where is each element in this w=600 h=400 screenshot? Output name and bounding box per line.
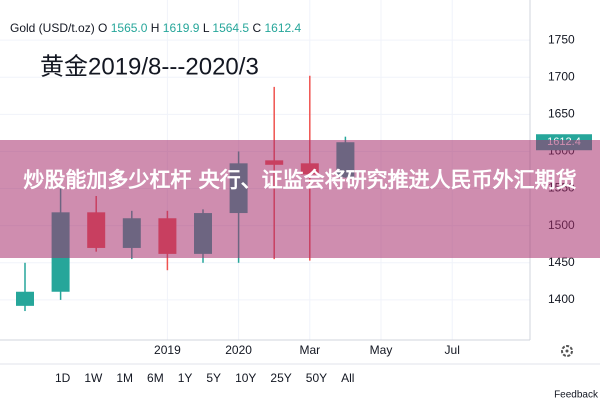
ohlc-value: 1565.0 [111, 21, 148, 35]
y-tick-label: 1750 [548, 32, 575, 46]
y-tick-label: 1650 [548, 106, 575, 120]
feedback[interactable]: Feedback [554, 390, 599, 400]
range-button[interactable]: 10Y [235, 371, 256, 385]
candle-body [16, 291, 34, 306]
y-tick-label: 1400 [548, 292, 575, 306]
x-tick-label: 2019 [154, 343, 181, 357]
y-tick-label: 1450 [548, 255, 575, 269]
symbol: Gold (USD/t.oz) [10, 21, 95, 35]
range-button[interactable]: All [341, 371, 354, 385]
annotation: 黄金2019/8---2020/3 [40, 53, 259, 80]
ohlc-value: 1564.5 [212, 21, 249, 35]
range-button[interactable]: 25Y [270, 371, 291, 385]
ohlc-value: 1612.4 [264, 21, 301, 35]
range-button[interactable]: 1Y [178, 371, 193, 385]
x-tick-label: Jul [445, 343, 460, 357]
range-button[interactable]: 1W [84, 371, 103, 385]
x-tick-label: 2020 [225, 343, 252, 357]
settings-icon[interactable] [561, 345, 573, 357]
ohlc-key: O [98, 21, 107, 35]
ohlc-key: C [252, 21, 261, 35]
overlay-box: 炒股能加多少杠杆 央行、证监会将研究推进人民币外汇期货 [23, 168, 577, 192]
ohlc-key: L [203, 21, 210, 35]
ohlc-key: H [151, 21, 160, 35]
range-button[interactable]: 5Y [206, 371, 221, 385]
overlay-text: 炒股能加多少杠杆 央行、证监会将研究推进人民币外汇期货 [23, 168, 577, 192]
header: Gold (USD/t.oz) O 1565.0 H 1619.9 L 1564… [10, 21, 301, 35]
range-button[interactable]: 50Y [306, 371, 327, 385]
x-tick-label: May [370, 343, 393, 357]
y-tick-label: 1700 [548, 69, 575, 83]
range-button[interactable]: 6M [147, 371, 164, 385]
range-bar: 1D 1W 1M 6M 1Y 5Y 10Y 25Y 50Y All [55, 371, 354, 385]
overlay-banner [0, 140, 600, 258]
x-tick-label: Mar [299, 343, 320, 357]
range-button[interactable]: 1D [55, 371, 71, 385]
ohlc-value: 1619.9 [163, 21, 200, 35]
range-button[interactable]: 1M [116, 371, 133, 385]
